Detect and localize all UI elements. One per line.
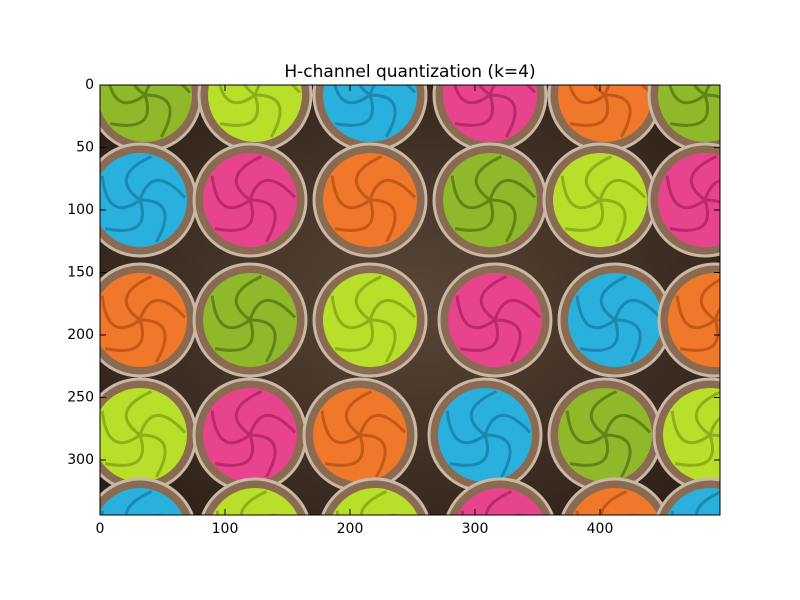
y-tick-label: 250 [67, 390, 94, 406]
image [100, 85, 720, 515]
frosting-swirl [450, 155, 537, 243]
frosting-swirl [668, 85, 720, 137]
frosting-swirl [675, 278, 720, 352]
frosting-swirl [670, 390, 720, 467]
y-tick-label: 200 [67, 327, 94, 343]
frosting-swirl [568, 85, 652, 138]
cupcake-frosting [667, 488, 720, 515]
y-tick-label: 150 [67, 265, 94, 281]
frosting-swirl [100, 275, 187, 363]
cupcake-frosting [663, 388, 720, 482]
axes-frame [99, 84, 721, 516]
frosting-swirl [320, 390, 407, 478]
frosting-swirl [445, 390, 532, 478]
cupcake-frosting [658, 85, 720, 142]
frosting-swirl [100, 390, 187, 478]
frosting-swirl [330, 275, 417, 363]
frosting-swirl [218, 85, 302, 138]
cupcake-frosting [443, 85, 537, 142]
y-tick-label: 100 [67, 202, 94, 218]
frosting-swirl [100, 155, 187, 243]
x-tick-label: 200 [337, 521, 364, 537]
frosting-swirl [108, 85, 192, 138]
cupcake-frosting [100, 488, 183, 515]
cupcake-frosting [323, 85, 417, 142]
frosting-swirl [333, 85, 417, 138]
frosting-swirl [665, 155, 720, 242]
frosting-swirl [453, 85, 537, 138]
x-tick-label: 0 [96, 521, 105, 537]
cupcake-frosting [332, 488, 418, 515]
frosting-swirl [330, 155, 417, 243]
x-tick-label: 100 [212, 521, 239, 537]
y-tick-label: 300 [67, 452, 94, 468]
x-tick-label: 400 [587, 521, 614, 537]
y-tick-label: 50 [76, 140, 94, 156]
chart-title: H-channel quantization (k=4) [284, 62, 535, 82]
cupcake-frosting [212, 488, 298, 515]
cupcake-frosting [208, 85, 302, 142]
axes: 0 100 200 300 400 0 50 100 150 200 250 300 [67, 77, 720, 537]
cupcake-frosting [457, 488, 543, 515]
frosting-swirl [455, 275, 542, 363]
x-tick-label: 300 [462, 521, 489, 537]
frosting-swirl [565, 390, 652, 478]
frosting-swirl [210, 155, 297, 243]
cupcake-frosting [572, 488, 658, 515]
cupcake-frosting [668, 273, 720, 367]
frosting-swirl [210, 390, 297, 478]
cupcake-frosting [558, 85, 652, 142]
frosting-swirl [210, 275, 297, 363]
y-tick-label: 0 [85, 77, 94, 93]
frosting-swirl [560, 155, 647, 243]
frosting-swirl [575, 275, 662, 363]
